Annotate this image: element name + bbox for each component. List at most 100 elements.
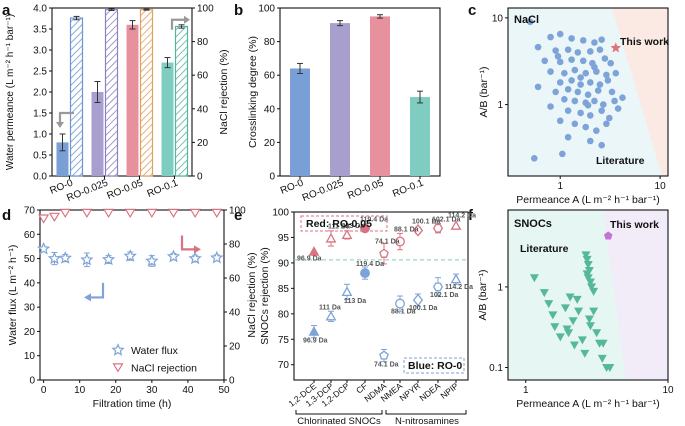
literature-point — [605, 364, 615, 373]
left-axis-arrowhead — [56, 122, 64, 128]
mass-label-blue: 96.9 Da — [303, 338, 328, 345]
mass-label-red: 88.1 Da — [394, 227, 419, 234]
literature-point — [534, 83, 542, 91]
literature-point — [612, 69, 620, 77]
mass-label-red: 113 Da — [342, 223, 364, 230]
literature-point — [579, 37, 587, 44]
ro0-point — [308, 325, 320, 336]
flux-arrow — [91, 282, 105, 299]
y2-tick-label: 20 — [229, 342, 241, 353]
literature-point — [591, 97, 598, 105]
mass-label-red: 102.1 Da — [432, 216, 461, 223]
y-tick-label: 80 — [264, 37, 276, 48]
literature-point — [552, 88, 559, 96]
right-axis-arrow — [170, 18, 184, 30]
rejection-arrowhead — [194, 245, 201, 254]
literature-point — [597, 354, 607, 363]
literature-point — [564, 46, 572, 53]
literature-point — [614, 105, 622, 112]
literature-point — [564, 107, 572, 114]
x-tick-label: 50 — [218, 385, 230, 396]
literature-point — [526, 18, 534, 26]
rejection-bar — [174, 25, 189, 177]
panel-b: RO-0RO-0.025 RO-0.05 RO-0.1020406080100Cro… — [247, 4, 441, 204]
literature-point — [556, 117, 564, 125]
literature-point — [582, 123, 590, 131]
crosslinking-bar — [290, 68, 310, 176]
panel-label-b: b — [234, 2, 243, 19]
x-tick-label: 40 — [182, 385, 194, 396]
legend-flux-marker — [111, 343, 125, 356]
literature-point — [584, 102, 592, 109]
literature-point — [547, 68, 554, 75]
literature-point — [550, 323, 560, 332]
flux-arrowhead — [84, 293, 91, 302]
y-tick-label: 40 — [264, 104, 276, 115]
y2-tick-label: 20 — [197, 138, 209, 149]
flux-point — [80, 252, 94, 266]
ro0-point — [379, 350, 389, 360]
mass-label-red: 111 Da — [328, 223, 350, 230]
category-label: NPYR — [397, 381, 422, 403]
x-tick-label: 1 — [523, 385, 529, 396]
literature-point — [564, 86, 572, 93]
plot-frame — [507, 209, 669, 381]
literature-point — [577, 81, 584, 88]
ro005-point — [341, 229, 353, 239]
literature-point — [571, 97, 579, 105]
x-tick-label: RO-0.1 — [146, 177, 180, 199]
ro005-point — [360, 223, 370, 234]
x-tick-label: 1 — [557, 181, 563, 192]
literature-point — [584, 315, 594, 324]
literature-point — [544, 300, 554, 309]
y-tick-label: 100 — [272, 208, 289, 219]
mass-label-blue: 88.1 Da — [391, 309, 416, 316]
y-axis-label: A/B (bar⁻¹) — [478, 66, 490, 117]
y-axis-label: Crosslinking degree (%) — [247, 36, 259, 148]
literature-point — [568, 317, 578, 326]
literature-point — [594, 87, 602, 94]
flux-point — [166, 249, 181, 263]
ro0-point — [395, 298, 405, 309]
literature-point — [577, 109, 584, 117]
x-tick-label: RO-0.05 — [346, 177, 386, 202]
rejection-bar — [104, 9, 119, 177]
literature-point — [574, 49, 582, 56]
permeance-bar — [161, 62, 174, 176]
literature-point — [577, 74, 584, 81]
y-tick-label: 4.0 — [33, 4, 47, 15]
literature-point — [589, 307, 599, 316]
literature-label: Literature — [520, 243, 569, 255]
group-label-chlorinated: Chlorinated SNOCs — [297, 416, 381, 426]
ro005-point — [395, 236, 405, 247]
ro0-point — [325, 310, 337, 321]
ro005-point — [379, 248, 389, 258]
legend-blue-box — [403, 357, 465, 374]
literature-point — [596, 46, 604, 53]
crosslinking-bar — [330, 23, 350, 177]
rejection-point — [146, 208, 158, 219]
ro005-point — [308, 246, 320, 256]
x-tick-label: 0 — [41, 385, 47, 396]
literature-point — [592, 329, 602, 338]
mass-label-blue: 113 Da — [344, 298, 366, 305]
ro005-point — [432, 223, 444, 233]
literature-point — [577, 336, 587, 345]
panel-label-e: e — [234, 207, 242, 224]
y-tick-label: 10 — [492, 13, 504, 24]
literature-point — [568, 77, 575, 84]
mass-label-red: 96.9 Da — [297, 256, 322, 263]
y2-tick-label: 100 — [229, 206, 246, 217]
flux-point — [47, 251, 62, 265]
literature-point — [598, 141, 605, 149]
y-tick-label: 20 — [264, 138, 276, 149]
flux-point — [188, 251, 202, 265]
x-axis-label: Permeance A (L m⁻² h⁻¹ bar⁻¹) — [516, 398, 659, 410]
literature-point — [556, 58, 564, 66]
panel-label-f: f — [468, 207, 474, 224]
mass-label-blue: 102.1 Da — [430, 292, 459, 299]
literature-point — [583, 274, 593, 283]
literature-point — [556, 79, 564, 86]
y-axis-label: SNOCs rejection (%) — [259, 247, 271, 344]
literature-point — [579, 57, 587, 65]
